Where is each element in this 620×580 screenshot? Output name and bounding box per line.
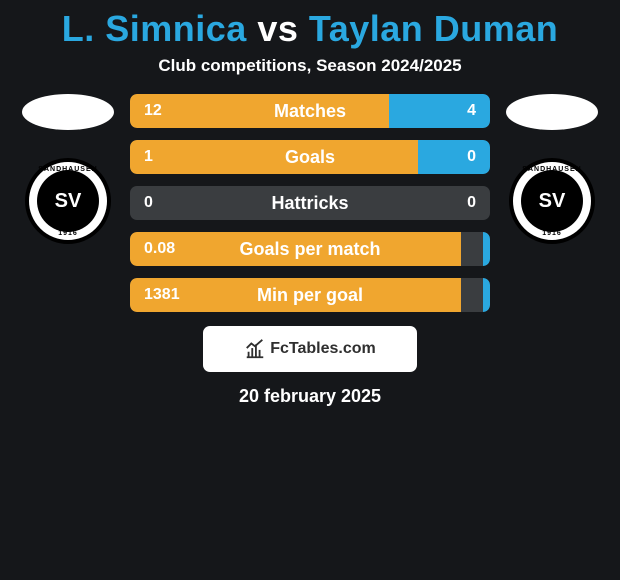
stat-bar: 1381Min per goal bbox=[130, 278, 490, 312]
stat-value-right: 0 bbox=[467, 194, 476, 212]
stat-value-right: 4 bbox=[467, 102, 476, 120]
club-badge-inner: SV bbox=[37, 170, 99, 232]
club-badge-inner: SV bbox=[521, 170, 583, 232]
right-column: SANDHAUSEN SV 1916 bbox=[502, 94, 602, 244]
stat-bar: 12Matches4 bbox=[130, 94, 490, 128]
main-row: SANDHAUSEN SV 1916 12Matches41Goals00Hat… bbox=[0, 94, 620, 312]
stat-label: Min per goal bbox=[130, 285, 490, 306]
subtitle: Club competitions, Season 2024/2025 bbox=[0, 56, 620, 76]
player2-avatar bbox=[506, 94, 598, 130]
stat-label: Hattricks bbox=[130, 193, 490, 214]
player2-name: Taylan Duman bbox=[309, 8, 558, 49]
player1-avatar bbox=[22, 94, 114, 130]
player2-club-badge: SANDHAUSEN SV 1916 bbox=[509, 158, 595, 244]
stat-bar: 1Goals0 bbox=[130, 140, 490, 174]
player1-name: L. Simnica bbox=[62, 8, 247, 49]
stat-label: Goals per match bbox=[130, 239, 490, 260]
stat-bar: 0Hattricks0 bbox=[130, 186, 490, 220]
bar-chart-icon bbox=[244, 338, 266, 360]
footer-brand-text: FcTables.com bbox=[270, 340, 376, 358]
left-column: SANDHAUSEN SV 1916 bbox=[18, 94, 118, 244]
page-title: L. Simnica vs Taylan Duman bbox=[0, 8, 620, 50]
club-code: SV bbox=[55, 191, 82, 211]
club-code: SV bbox=[539, 191, 566, 211]
stat-value-right: 0 bbox=[467, 148, 476, 166]
stat-label: Matches bbox=[130, 101, 490, 122]
comparison-card: L. Simnica vs Taylan Duman Club competit… bbox=[0, 0, 620, 407]
vs-label: vs bbox=[257, 8, 298, 49]
stat-bar: 0.08Goals per match bbox=[130, 232, 490, 266]
stat-label: Goals bbox=[130, 147, 490, 168]
player1-club-badge: SANDHAUSEN SV 1916 bbox=[25, 158, 111, 244]
footer-date: 20 february 2025 bbox=[0, 386, 620, 407]
stats-bars: 12Matches41Goals00Hattricks00.08Goals pe… bbox=[130, 94, 490, 312]
club-year-arc: 1916 bbox=[29, 230, 107, 237]
footer-brand-card: FcTables.com bbox=[203, 326, 417, 372]
club-year-arc: 1916 bbox=[513, 230, 591, 237]
